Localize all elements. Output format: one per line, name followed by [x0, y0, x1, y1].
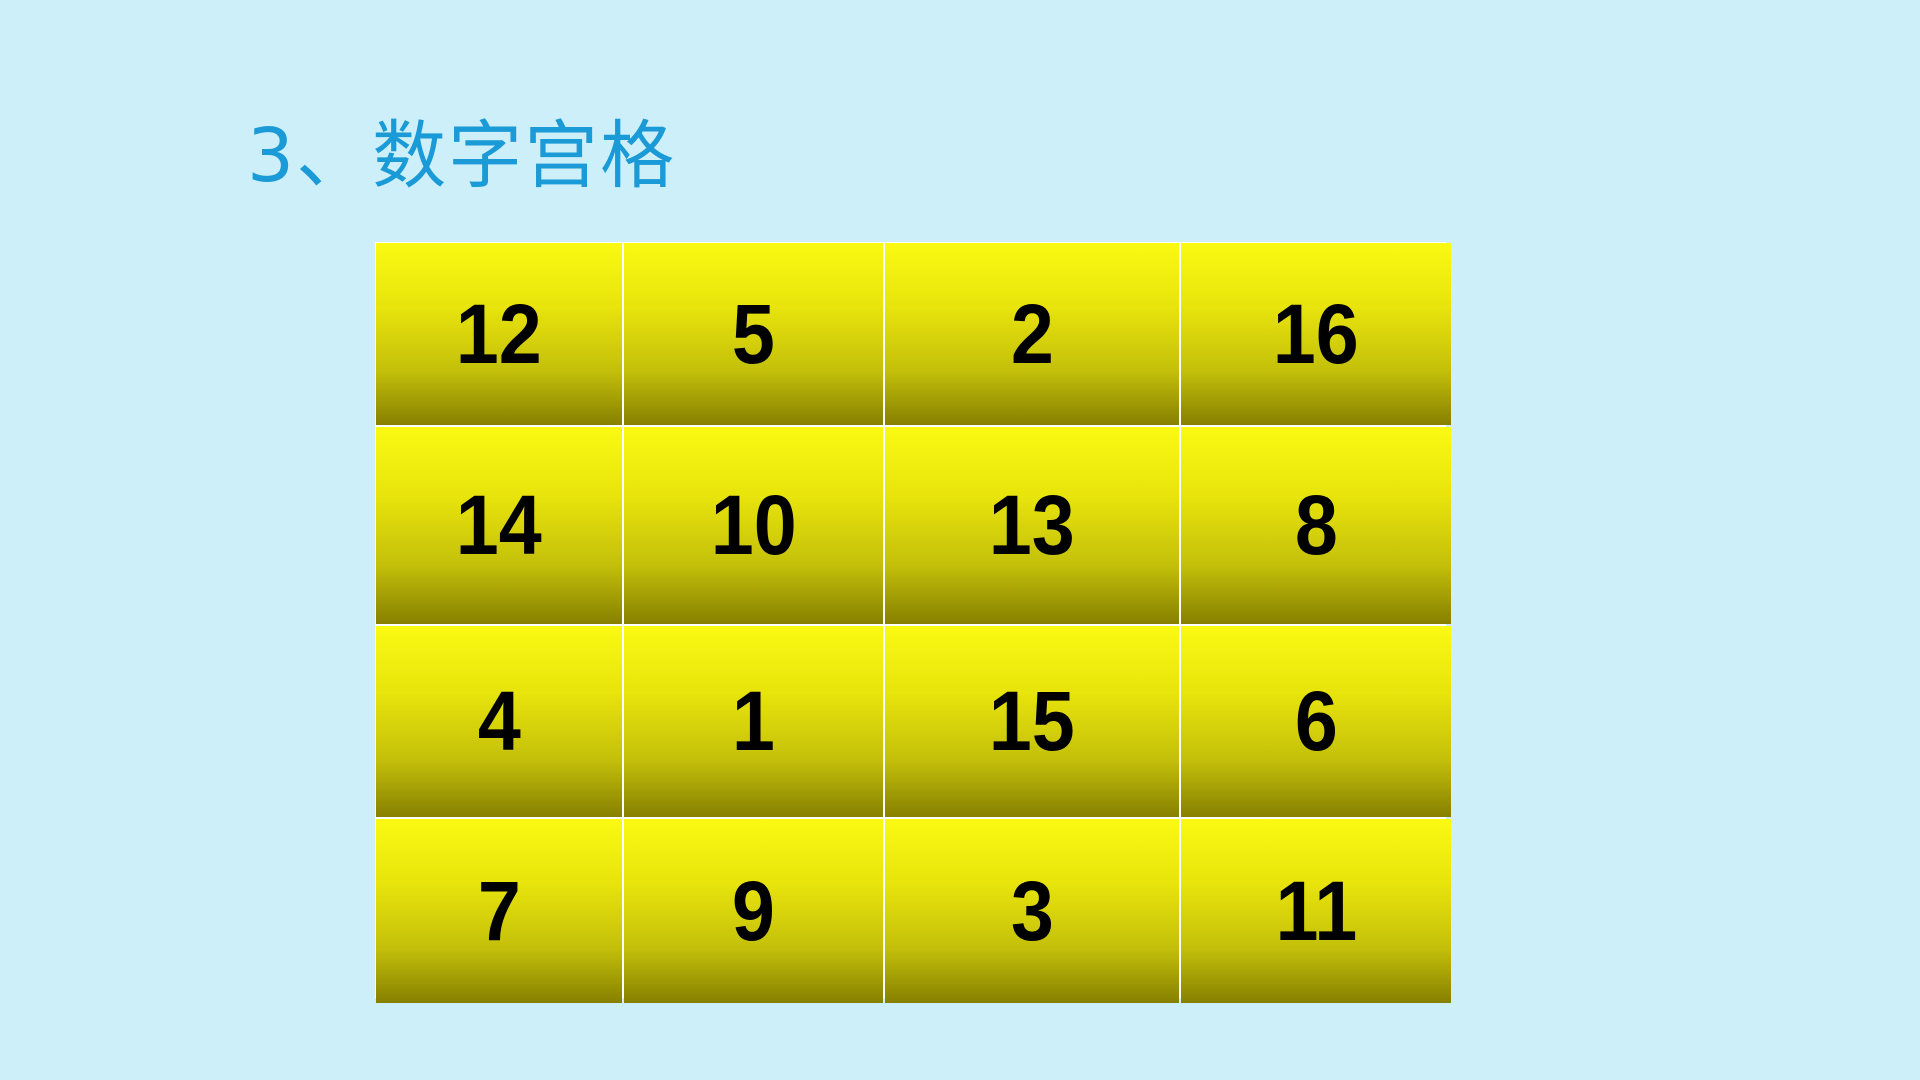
grid-cell: 11	[1181, 819, 1451, 1003]
grid-cell: 2	[885, 243, 1179, 425]
grid-cell: 6	[1181, 626, 1451, 817]
cell-number: 16	[1273, 286, 1359, 381]
cell-number: 5	[732, 286, 775, 381]
cell-number: 15	[989, 674, 1075, 768]
page-title: 3、数字宫格	[247, 113, 677, 199]
grid-cell: 1	[624, 626, 883, 817]
cell-number: 14	[456, 478, 542, 572]
cell-number: 13	[989, 478, 1075, 572]
cell-number: 9	[732, 863, 775, 958]
cell-number: 2	[1010, 286, 1054, 381]
cell-number: 6	[1294, 674, 1338, 768]
grid-cell: 3	[885, 819, 1179, 1003]
cell-number: 8	[1294, 478, 1338, 572]
grid-cell: 4	[376, 626, 622, 817]
cell-number: 4	[477, 674, 521, 768]
cell-number: 11	[1275, 863, 1357, 958]
cell-number: 1	[732, 674, 775, 768]
number-grid: 12 5 2 16 14 10 13 8 4 1 15 6 7 9 3 11	[375, 242, 1451, 1003]
cell-number: 3	[1010, 863, 1054, 958]
grid-cell: 5	[624, 243, 883, 425]
cell-number: 12	[456, 286, 542, 381]
grid-cell: 14	[376, 427, 622, 624]
grid-cell: 8	[1181, 427, 1451, 624]
grid-cell: 7	[376, 819, 622, 1003]
cell-number: 7	[477, 863, 521, 958]
grid-cell: 12	[376, 243, 622, 425]
cell-number: 10	[710, 478, 797, 572]
grid-cell: 13	[885, 427, 1179, 624]
grid-cell: 16	[1181, 243, 1451, 425]
grid-cell: 9	[624, 819, 883, 1003]
grid-cell: 15	[885, 626, 1179, 817]
grid-cell: 10	[624, 427, 883, 624]
